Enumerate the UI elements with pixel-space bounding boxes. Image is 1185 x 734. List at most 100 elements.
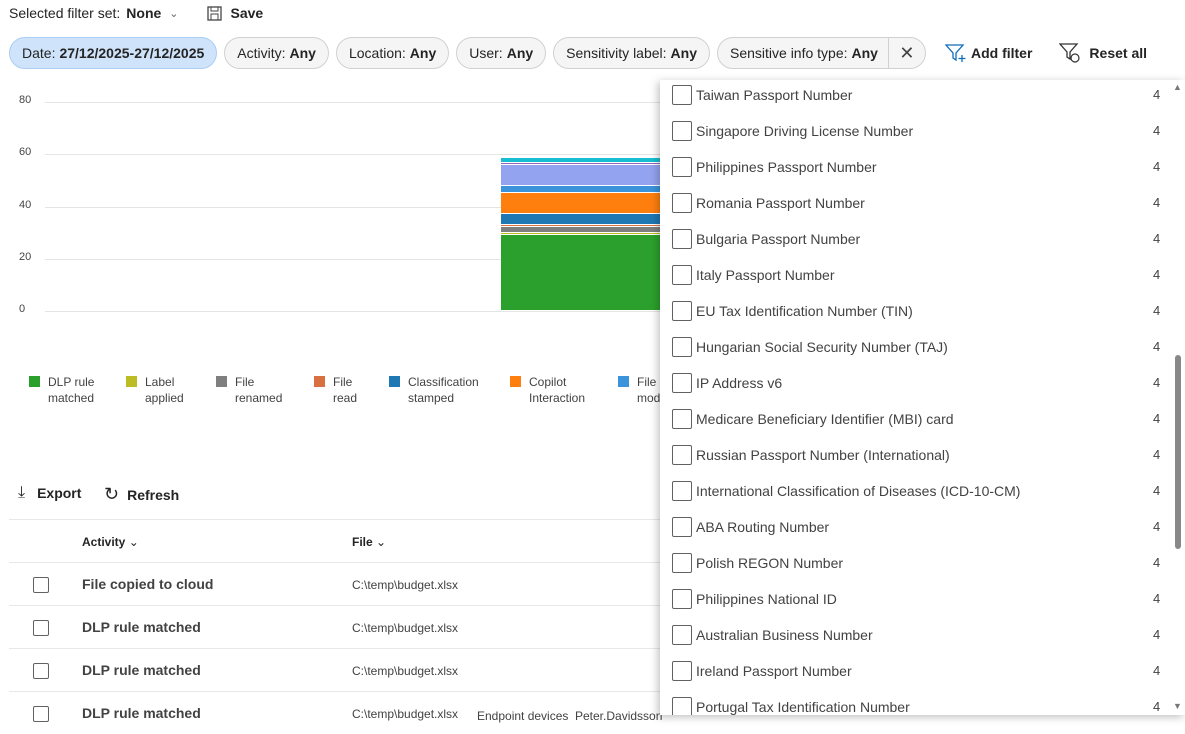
bar-segment[interactable]	[501, 164, 661, 185]
close-icon: ✕	[899, 42, 915, 63]
option-item[interactable]: Polish REGON Number 4	[660, 550, 1170, 586]
option-count: 4	[1153, 267, 1161, 282]
option-item[interactable]: Taiwan Passport Number 4	[660, 82, 1170, 118]
chevron-down-icon: ⌄	[169, 7, 179, 20]
bar-segment[interactable]	[501, 163, 661, 165]
option-checkbox[interactable]	[672, 229, 692, 249]
legend-swatch	[389, 376, 400, 387]
legend-item[interactable]: Classification stamped	[389, 374, 479, 406]
option-item[interactable]: IP Address v6 4	[660, 370, 1170, 406]
y-tick-label: 60	[19, 146, 32, 159]
option-checkbox[interactable]	[672, 517, 692, 537]
reset-all-button[interactable]: Reset all	[1059, 42, 1147, 64]
option-item[interactable]: Philippines National ID 4	[660, 586, 1170, 622]
filter-key: Sensitive info type:	[730, 45, 848, 61]
option-item[interactable]: Philippines Passport Number 4	[660, 154, 1170, 190]
option-checkbox[interactable]	[672, 625, 692, 645]
user-cell: Peter.Davidsson	[575, 709, 663, 723]
save-icon	[206, 5, 222, 21]
legend-item[interactable]: Label applied	[126, 374, 184, 406]
option-label: EU Tax Identification Number (TIN)	[696, 303, 913, 319]
option-checkbox[interactable]	[672, 481, 692, 501]
option-checkbox[interactable]	[672, 409, 692, 429]
row-checkbox[interactable]	[33, 577, 49, 593]
table-row[interactable]: File copied to cloud C:\temp\budget.xlsx	[9, 562, 669, 605]
save-button[interactable]: Save	[206, 5, 263, 21]
option-item[interactable]: Portugal Tax Identification Number 4	[660, 694, 1170, 715]
option-item[interactable]: Singapore Driving License Number 4	[660, 118, 1170, 154]
legend-item[interactable]: File renamed	[216, 374, 282, 406]
option-checkbox[interactable]	[672, 157, 692, 177]
legend-item[interactable]: File mod	[618, 374, 660, 406]
clear-filter-button[interactable]: ✕	[887, 38, 925, 68]
refresh-button[interactable]: ↻ Refresh	[104, 484, 179, 505]
option-item[interactable]: Hungarian Social Security Number (TAJ) 4	[660, 334, 1170, 370]
column-header-activity[interactable]: Activity ⌄	[82, 535, 139, 549]
option-count: 4	[1153, 195, 1161, 210]
filter-sensitive-info-type[interactable]: Sensitive info type: Any ✕	[717, 37, 926, 69]
option-label: International Classification of Diseases…	[696, 483, 1021, 499]
option-item[interactable]: Russian Passport Number (International) 4	[660, 442, 1170, 478]
option-item[interactable]: EU Tax Identification Number (TIN) 4	[660, 298, 1170, 334]
filter-date[interactable]: Date: 27/12/2025-27/12/2025	[9, 37, 218, 69]
option-checkbox[interactable]	[672, 661, 692, 681]
scroll-up-icon[interactable]: ▲	[1173, 82, 1182, 92]
option-item[interactable]: ABA Routing Number 4	[660, 514, 1170, 550]
row-checkbox[interactable]	[33, 620, 49, 636]
option-item[interactable]: Italy Passport Number 4	[660, 262, 1170, 298]
export-button[interactable]: ⤓ Export	[18, 484, 81, 502]
option-checkbox[interactable]	[672, 121, 692, 141]
refresh-label: Refresh	[127, 486, 180, 503]
activity-cell: DLP rule matched	[82, 705, 201, 721]
legend-swatch	[29, 376, 40, 387]
bar-segment[interactable]	[501, 185, 661, 193]
filter-set-bar: Selected filter set: None ⌄ Save	[9, 5, 263, 21]
row-checkbox[interactable]	[33, 706, 49, 722]
option-item[interactable]: Australian Business Number 4	[660, 622, 1170, 658]
scrollbar[interactable]: ▲ ▼	[1172, 80, 1185, 715]
filter-sensitivity-label[interactable]: Sensitivity label: Any	[553, 37, 710, 69]
table-row[interactable]: DLP rule matched C:\temp\budget.xlsx Endpo…	[9, 691, 669, 734]
option-checkbox[interactable]	[672, 697, 692, 715]
option-item[interactable]: Ireland Passport Number 4	[660, 658, 1170, 694]
option-checkbox[interactable]	[672, 589, 692, 609]
legend-item[interactable]: DLP rule matched	[29, 374, 94, 406]
option-checkbox[interactable]	[672, 85, 692, 105]
bar-segment[interactable]	[501, 224, 661, 227]
row-checkbox[interactable]	[33, 663, 49, 679]
option-checkbox[interactable]	[672, 301, 692, 321]
bar-segment[interactable]	[501, 214, 661, 224]
option-checkbox[interactable]	[672, 265, 692, 285]
add-filter-button[interactable]: Add filter	[944, 43, 1032, 63]
filter-activity[interactable]: Activity: Any	[224, 37, 329, 69]
option-checkbox[interactable]	[672, 193, 692, 213]
table-row[interactable]: DLP rule matched C:\temp\budget.xlsx	[9, 605, 669, 648]
option-item[interactable]: Medicare Beneficiary Identifier (MBI) ca…	[660, 406, 1170, 442]
filter-key: User:	[469, 45, 503, 61]
option-item[interactable]: Bulgaria Passport Number 4	[660, 226, 1170, 262]
column-header-file[interactable]: File ⌄	[352, 535, 386, 549]
filter-location[interactable]: Location: Any	[335, 37, 450, 69]
legend-label: Copilot Interaction	[529, 375, 586, 405]
filter-set-dropdown[interactable]: None ⌄	[120, 5, 178, 21]
option-checkbox[interactable]	[672, 445, 692, 465]
option-item[interactable]: Romania Passport Number 4	[660, 190, 1170, 226]
option-item[interactable]: International Classification of Diseases…	[660, 478, 1170, 514]
option-count: 4	[1153, 375, 1161, 390]
bar-segment[interactable]	[501, 227, 661, 232]
legend-item[interactable]: File read	[314, 374, 357, 406]
bar-segment[interactable]	[501, 193, 661, 214]
bar-segment[interactable]	[501, 158, 661, 163]
option-checkbox[interactable]	[672, 373, 692, 393]
filter-set-label: Selected filter set:	[9, 5, 121, 21]
legend-item[interactable]: Copilot Interaction	[510, 374, 585, 406]
bar-segment[interactable]	[501, 232, 661, 235]
filter-key: Sensitivity label:	[566, 45, 667, 61]
option-checkbox[interactable]	[672, 553, 692, 573]
option-checkbox[interactable]	[672, 337, 692, 357]
scrollbar-thumb[interactable]	[1175, 355, 1181, 549]
filter-user[interactable]: User: Any	[456, 37, 547, 69]
bar-segment[interactable]	[501, 235, 661, 310]
scroll-down-icon[interactable]: ▼	[1173, 701, 1182, 711]
table-row[interactable]: DLP rule matched C:\temp\budget.xlsx	[9, 648, 669, 691]
